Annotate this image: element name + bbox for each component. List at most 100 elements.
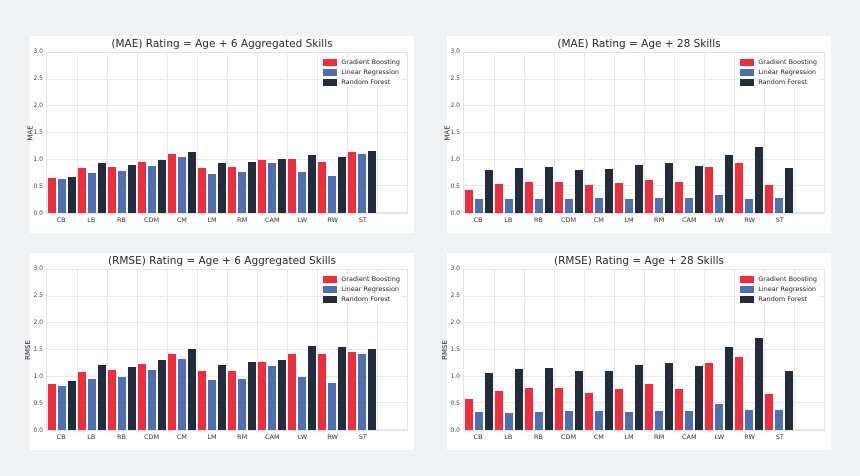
y-tick-label: 0.0	[450, 427, 460, 434]
x-tick-label: ST	[775, 433, 784, 441]
y-tick-label: 2.5	[450, 292, 460, 299]
bar-linear-regression-cam	[268, 366, 276, 430]
legend-item-random-forest: Random Forest	[323, 295, 400, 303]
chart-title: (RMSE) Rating = Age + 28 Skills	[554, 255, 724, 267]
bar-gradient-boosting-lw	[288, 158, 296, 213]
bar-gradient-boosting-st	[348, 351, 356, 430]
bar-random-forest-lm	[218, 364, 226, 430]
x-tick-label: RW	[744, 433, 755, 441]
bar-group-lw	[287, 270, 317, 430]
bar-gradient-boosting-cm	[585, 392, 593, 430]
bar-linear-regression-cb	[58, 179, 66, 213]
legend-item-gradient-boosting: Gradient Boosting	[323, 58, 400, 66]
bar-gradient-boosting-cm	[168, 354, 176, 430]
bar-random-forest-cb	[485, 373, 493, 430]
bar-random-forest-lw	[725, 346, 733, 430]
bar-group-rm	[227, 270, 257, 430]
gridline-vertical	[347, 53, 348, 213]
y-tick-label: 2.0	[33, 102, 43, 109]
y-tick-label: 0.5	[450, 183, 460, 190]
gridline-vertical	[764, 270, 765, 430]
bar-gradient-boosting-rm	[645, 179, 653, 213]
x-tick-label: RB	[116, 216, 126, 224]
bar-group-rw	[317, 53, 347, 213]
chart-panel-rmse-aggregated-skills: (RMSE) Rating = Age + 6 Aggregated Skill…	[24, 253, 414, 450]
bar-gradient-boosting-cam	[675, 182, 683, 213]
bar-group-lb	[494, 270, 524, 430]
x-tick-label: CDM	[561, 216, 577, 224]
y-tick-label: 2.5	[33, 292, 43, 299]
bar-gradient-boosting-st	[765, 185, 773, 213]
plot-wrap: MAE 0.0 0.5 1.0 1.5 2.0 2.5 3.0 Gradient Boost…	[443, 48, 825, 224]
bar-group-cdm	[137, 53, 167, 213]
x-tick-labels: CB LB RB CDM CM LM RM CAM LW RW ST	[46, 216, 408, 224]
bar-linear-regression-lb	[505, 412, 513, 430]
y-axis-label: RMSE	[441, 340, 450, 360]
bar-gradient-boosting-cb	[48, 384, 56, 430]
bar-random-forest-lw	[308, 345, 316, 430]
legend: Gradient Boosting Linear Regression Random…	[738, 57, 819, 87]
legend-label: Random Forest	[341, 78, 391, 86]
bar-linear-regression-rw	[328, 176, 336, 213]
gridline-vertical	[227, 270, 228, 430]
gridline-vertical	[584, 53, 585, 213]
y-tick-label: 1.0	[33, 156, 43, 163]
x-tick-label: CAM	[681, 433, 697, 441]
legend-label: Gradient Boosting	[341, 275, 400, 283]
x-tick-label: CM	[176, 216, 187, 224]
bar-random-forest-cam	[278, 159, 286, 213]
bar-gradient-boosting-lw	[705, 167, 713, 213]
plot-area: Gradient Boosting Linear Regression Random…	[46, 52, 408, 214]
bar-group-lm	[197, 53, 227, 213]
plot-area: Gradient Boosting Linear Regression Random…	[463, 52, 825, 214]
legend-swatch-icon	[323, 58, 338, 66]
y-axis-label: RMSE	[24, 340, 33, 360]
y-tick-label: 2.5	[33, 75, 43, 82]
bar-gradient-boosting-lm	[198, 167, 206, 213]
gridline-vertical	[674, 270, 675, 430]
bar-gradient-boosting-cdm	[555, 388, 563, 430]
bar-gradient-boosting-rw	[318, 353, 326, 430]
bar-linear-regression-cm	[178, 358, 186, 430]
x-tick-label: CAM	[681, 216, 697, 224]
gridline-vertical	[317, 270, 318, 430]
bar-linear-regression-rm	[655, 198, 663, 213]
legend-swatch-icon	[740, 285, 755, 293]
bar-random-forest-lm	[635, 364, 643, 430]
x-tick-label: LM	[207, 433, 217, 441]
gridline-vertical	[287, 270, 288, 430]
x-tick-label: CM	[593, 433, 604, 441]
x-tick-label: LM	[624, 216, 634, 224]
bar-group-rm	[644, 53, 674, 213]
legend-item-random-forest: Random Forest	[740, 78, 817, 86]
x-tick-label: RM	[237, 433, 248, 441]
legend-label: Random Forest	[758, 78, 808, 86]
gridline-vertical	[644, 53, 645, 213]
x-tick-label: RM	[237, 216, 248, 224]
bar-gradient-boosting-cb	[48, 177, 56, 213]
bar-linear-regression-cam	[268, 163, 276, 213]
bar-random-forest-cdm	[575, 371, 583, 430]
legend-label: Gradient Boosting	[758, 275, 817, 283]
bar-random-forest-rm	[665, 163, 673, 213]
bar-random-forest-cdm	[575, 169, 583, 213]
bar-group-lm	[197, 270, 227, 430]
y-tick-label: 2.0	[450, 319, 460, 326]
y-tick-label: 1.5	[33, 129, 43, 136]
x-tick-labels: CB LB RB CDM CM LM RM CAM LW RW ST	[463, 216, 825, 224]
x-tick-label: LB	[87, 433, 96, 441]
bar-group-rb	[524, 53, 554, 213]
bar-gradient-boosting-lw	[288, 353, 296, 430]
gridline-vertical	[614, 270, 615, 430]
bar-random-forest-rb	[128, 366, 136, 430]
bar-random-forest-rm	[248, 362, 256, 430]
bar-group-st	[764, 270, 794, 430]
bar-group-rw	[317, 270, 347, 430]
gridline-vertical	[524, 53, 525, 213]
bar-random-forest-lw	[725, 155, 733, 213]
gridline-vertical	[734, 53, 735, 213]
bar-group-cam	[674, 270, 704, 430]
bar-random-forest-rm	[248, 162, 256, 213]
bar-gradient-boosting-lw	[705, 363, 713, 430]
